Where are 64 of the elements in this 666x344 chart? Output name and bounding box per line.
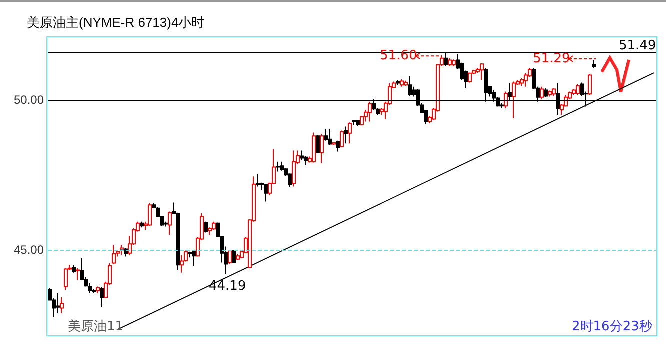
- chart-title: 美原油主(NYME-R 6713)4小时: [27, 15, 205, 30]
- candlestick: [236, 254, 240, 260]
- annotation: 美原油11: [68, 318, 124, 334]
- candlestick: [140, 221, 144, 228]
- candlestick: [348, 122, 352, 144]
- candlestick: [232, 250, 236, 264]
- candlestick: [316, 134, 320, 154]
- candlestick: [524, 72, 528, 88]
- candlestick: [548, 90, 552, 98]
- candlestick: [228, 250, 232, 265]
- candlestick: [328, 129, 332, 146]
- candlestick: [592, 60, 596, 69]
- candlestick: [56, 292, 60, 314]
- y-tick-label: 45.00: [14, 243, 44, 258]
- candlestick: [344, 126, 348, 144]
- candlestick: [336, 140, 340, 152]
- candlestick: [76, 268, 80, 281]
- candlestick: [404, 80, 408, 86]
- candlestick: [340, 130, 344, 148]
- candlestick: [452, 59, 456, 67]
- candlestick: [312, 132, 316, 164]
- candlestick: [368, 101, 372, 122]
- candlestick: [400, 78, 404, 88]
- candlestick: [292, 150, 296, 188]
- candlestick: [552, 88, 556, 97]
- candlestick: [540, 86, 544, 100]
- candlestick: [352, 120, 356, 126]
- annotation: 51.60: [380, 48, 418, 64]
- annotation: 51.29: [533, 52, 570, 66]
- candlestick: [256, 174, 260, 188]
- candlestick: [64, 268, 68, 290]
- candlestick: [264, 184, 268, 202]
- candlestick: [124, 248, 128, 258]
- candlestick: [468, 72, 472, 84]
- candlestick: [112, 244, 116, 265]
- annotation: 44.19: [209, 278, 246, 294]
- candlestick: [576, 84, 580, 96]
- annotation: 51.49: [619, 38, 656, 54]
- candlestick: [72, 264, 76, 274]
- candlestick: [448, 58, 452, 67]
- candlestick: [120, 244, 124, 256]
- candlestick: [544, 88, 548, 98]
- candlestick: [276, 161, 280, 172]
- candlestick: [96, 286, 100, 294]
- candlestick: [332, 142, 336, 146]
- candlestick: [324, 129, 328, 142]
- candlestick: [300, 150, 304, 161]
- candlestick: [168, 211, 172, 236]
- candlestick: [396, 80, 400, 86]
- candlestick: [408, 76, 412, 97]
- candlestick: [204, 221, 208, 234]
- candlestick: [512, 81, 516, 119]
- candlestick: [180, 254, 184, 274]
- candlestick: [504, 91, 508, 109]
- candlestick: [320, 134, 324, 164]
- candlestick: [100, 286, 104, 308]
- annotation: 2时16分23秒: [572, 320, 652, 334]
- candlestick: [480, 63, 484, 80]
- candlestick: [60, 297, 64, 314]
- y-tick-label: 50.00: [14, 93, 44, 108]
- candlestick: [192, 250, 196, 266]
- candlestick: [356, 120, 360, 127]
- candlestick: [588, 74, 592, 96]
- candlestick: [148, 202, 152, 227]
